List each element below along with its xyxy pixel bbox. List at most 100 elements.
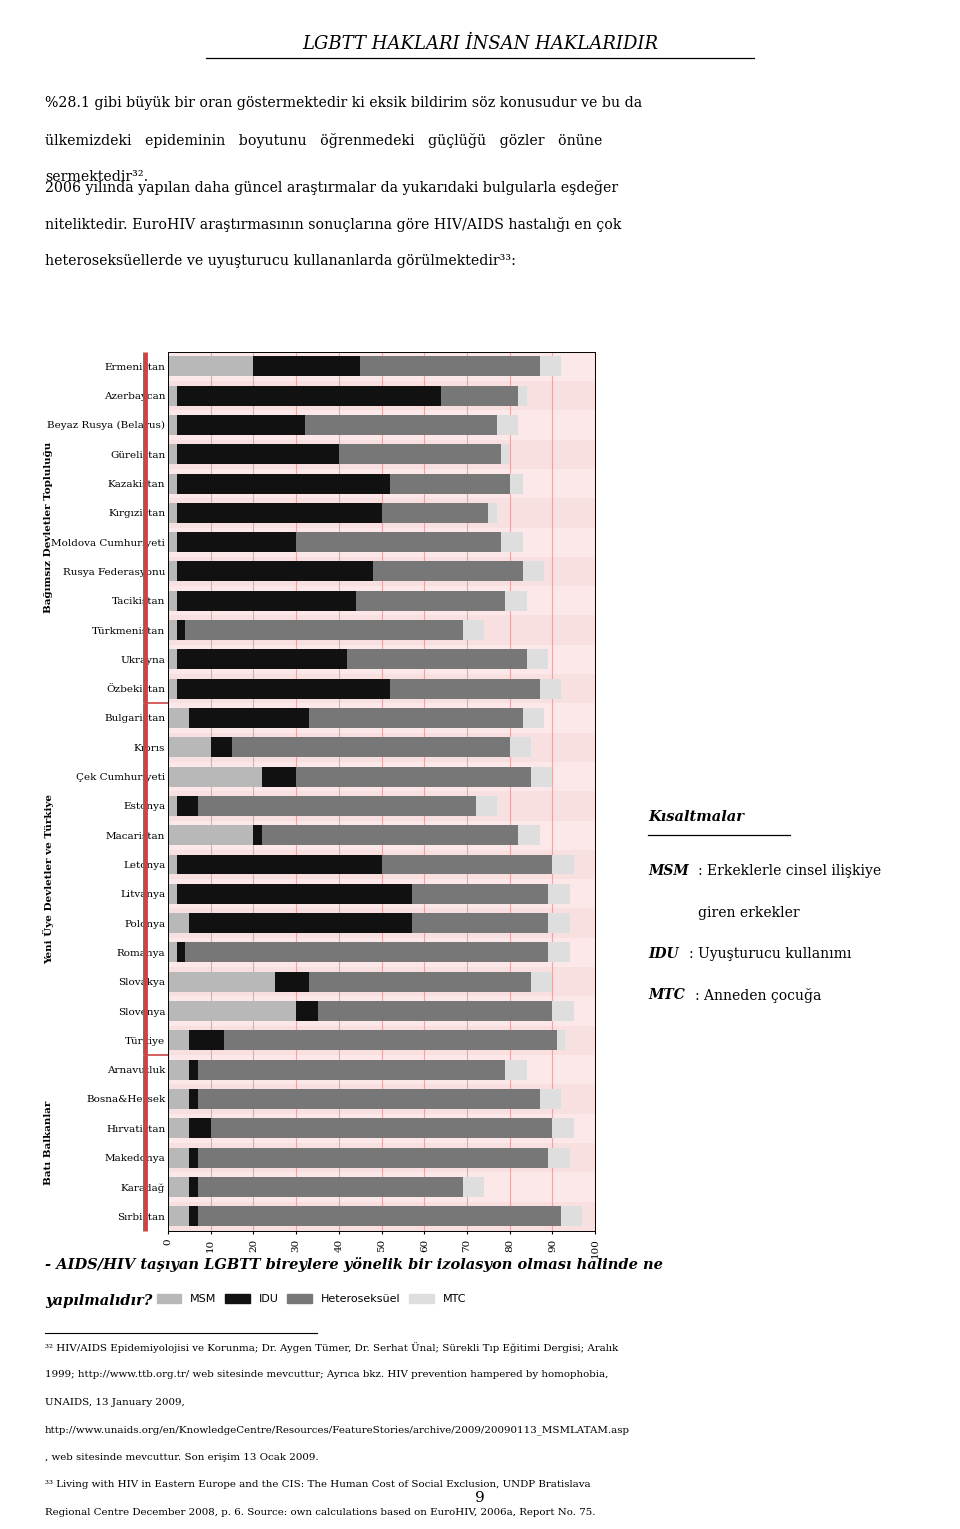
Text: yapılmalıdır?: yapılmalıdır? xyxy=(45,1294,153,1307)
Bar xyxy=(506,1060,527,1079)
Bar xyxy=(540,679,561,699)
Bar xyxy=(475,797,497,816)
Bar xyxy=(168,737,211,757)
Bar xyxy=(168,1084,595,1113)
Bar xyxy=(168,1148,189,1168)
Bar xyxy=(177,855,382,875)
Text: IDU: IDU xyxy=(648,946,679,960)
Bar xyxy=(390,679,540,699)
Text: : Anneden çocuğa: : Anneden çocuğa xyxy=(695,988,822,1003)
Bar xyxy=(177,385,442,405)
Text: Batı Balkanlar: Batı Balkanlar xyxy=(44,1101,53,1185)
Bar xyxy=(168,469,595,498)
Bar xyxy=(177,445,339,465)
Bar xyxy=(168,674,595,703)
Bar xyxy=(168,703,595,732)
Text: ³² HIV/AIDS Epidemiyolojisi ve Korunma; Dr. Aygen Tümer, Dr. Serhat Ünal; Sürekl: ³² HIV/AIDS Epidemiyolojisi ve Korunma; … xyxy=(45,1342,618,1353)
Bar xyxy=(168,942,177,962)
Text: 2006 yılında yapılan daha güncel araştırmalar da yukarıdaki bulgularla eşdeğer: 2006 yılında yapılan daha güncel araştır… xyxy=(45,180,618,196)
Text: giren erkekler: giren erkekler xyxy=(698,905,800,919)
Bar xyxy=(168,445,177,465)
Bar xyxy=(168,1055,595,1084)
Bar xyxy=(253,356,360,376)
Bar xyxy=(168,498,595,528)
Bar xyxy=(168,908,595,937)
Bar xyxy=(177,561,373,581)
Bar xyxy=(198,1060,506,1079)
Bar xyxy=(189,1089,198,1109)
Bar xyxy=(296,532,501,552)
Bar xyxy=(177,797,198,816)
Bar xyxy=(168,474,177,494)
Bar xyxy=(168,826,253,846)
Bar xyxy=(309,708,522,728)
Bar xyxy=(189,1031,224,1050)
Text: Regional Centre December 2008, p. 6. Source: own calculations based on EuroHIV, : Regional Centre December 2008, p. 6. Sou… xyxy=(45,1508,595,1517)
Bar xyxy=(382,855,553,875)
Bar xyxy=(198,1089,540,1109)
Bar xyxy=(304,414,497,434)
Bar xyxy=(309,972,531,992)
Bar xyxy=(177,414,304,434)
Bar xyxy=(168,1173,595,1202)
Bar xyxy=(189,708,309,728)
Bar xyxy=(168,1206,189,1226)
Text: LGBTT HAKLARI İNSAN HAKLARIDIR: LGBTT HAKLARI İNSAN HAKLARIDIR xyxy=(302,35,658,54)
Bar xyxy=(339,445,501,465)
Text: heteroseksüellerde ve uyuşturucu kullananlarda görülmektedir³³:: heteroseksüellerde ve uyuşturucu kullana… xyxy=(45,254,516,268)
Bar xyxy=(168,356,253,376)
Bar xyxy=(168,503,177,523)
Text: MSM: MSM xyxy=(648,864,688,878)
Bar xyxy=(442,385,518,405)
Text: http://www.unaids.org/en/KnowledgeCentre/Resources/FeatureStories/archive/2009/2: http://www.unaids.org/en/KnowledgeCentre… xyxy=(45,1425,630,1434)
Bar xyxy=(168,440,595,469)
Bar xyxy=(348,650,527,670)
Bar xyxy=(177,884,412,904)
Bar xyxy=(168,528,595,557)
Bar xyxy=(518,826,540,846)
Bar xyxy=(168,381,595,410)
Bar xyxy=(168,766,262,786)
Bar xyxy=(168,645,595,674)
Bar xyxy=(168,1026,595,1055)
Bar xyxy=(232,737,510,757)
Bar xyxy=(390,474,510,494)
Text: MTC: MTC xyxy=(648,988,684,1001)
Text: Kısaltmalar: Kısaltmalar xyxy=(648,810,744,824)
Legend: MSM, IDU, Heteroseksüel, MTC: MSM, IDU, Heteroseksüel, MTC xyxy=(153,1290,470,1309)
Bar xyxy=(275,972,309,992)
Bar xyxy=(463,621,484,641)
Bar xyxy=(168,708,189,728)
Bar xyxy=(548,884,569,904)
Bar xyxy=(168,732,595,761)
Bar xyxy=(506,590,527,610)
Bar xyxy=(168,821,595,850)
Bar xyxy=(168,855,177,875)
Bar xyxy=(168,616,595,645)
Bar xyxy=(177,621,185,641)
Bar xyxy=(501,532,522,552)
Bar xyxy=(262,766,296,786)
Bar xyxy=(318,1001,553,1021)
Bar xyxy=(198,1206,561,1226)
Bar xyxy=(540,356,561,376)
Bar xyxy=(168,385,177,405)
Text: ülkemizdeki   epideminin   boyutunu   öğrenmedeki   güçlüğü   gözler   önüne: ülkemizdeki epideminin boyutunu öğrenmed… xyxy=(45,133,603,148)
Bar xyxy=(168,557,595,586)
Bar xyxy=(189,1118,211,1138)
Bar xyxy=(177,590,356,610)
Bar xyxy=(177,679,390,699)
Bar xyxy=(489,503,497,523)
Bar xyxy=(548,1148,569,1168)
Bar xyxy=(296,1001,318,1021)
Bar xyxy=(168,586,595,616)
Text: sermektedir³².: sermektedir³². xyxy=(45,170,149,183)
Bar xyxy=(557,1031,565,1050)
Bar xyxy=(548,942,569,962)
Bar xyxy=(198,1177,463,1197)
Bar xyxy=(360,356,540,376)
Bar xyxy=(168,972,275,992)
Bar xyxy=(189,1060,198,1079)
Bar xyxy=(177,474,390,494)
Text: Yeni Üye Devletler ve Türkiye: Yeni Üye Devletler ve Türkiye xyxy=(43,794,54,965)
